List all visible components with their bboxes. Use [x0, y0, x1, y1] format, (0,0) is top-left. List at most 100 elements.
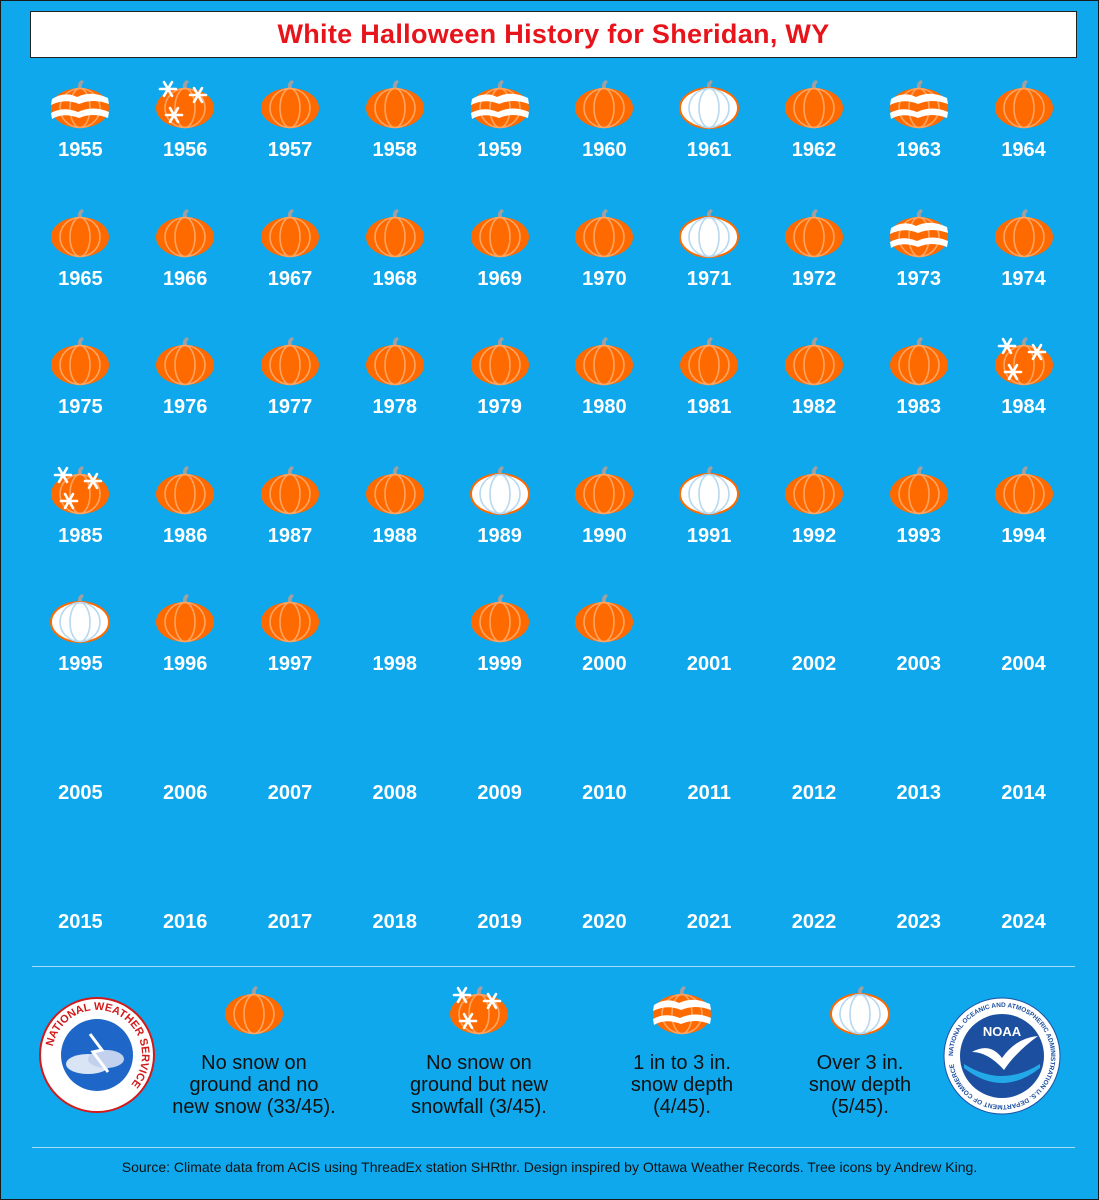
year-label: 1984	[1001, 396, 1046, 419]
year-label: 1972	[791, 267, 837, 290]
year-label: 1996	[162, 653, 208, 676]
empty-icon-slot	[887, 586, 951, 650]
year-label: 1979	[477, 396, 522, 419]
pumpkin-icon	[677, 329, 741, 393]
year-label: 1962	[791, 139, 837, 161]
pumpkin-icon	[363, 201, 427, 265]
empty-icon-slot	[677, 844, 741, 908]
year-label: 1982	[791, 396, 837, 419]
year-label: 2022	[791, 910, 837, 933]
year-label: 1976	[162, 396, 208, 419]
year-label: 1987	[267, 524, 313, 547]
pumpkin-icon	[48, 201, 112, 265]
year-cell-1991: 1991	[657, 458, 762, 587]
pumpkin-snow-stripes-icon	[650, 978, 714, 1042]
year-cell-2017: 2017	[238, 844, 343, 973]
empty-icon-slot	[153, 844, 217, 908]
pumpkin-snowflakes-icon	[992, 329, 1056, 393]
year-label: 2016	[162, 910, 208, 933]
pumpkin-icon	[258, 201, 322, 265]
year-cell-1995: 1995	[28, 586, 133, 715]
year-label: 2006	[162, 781, 208, 804]
year-label: 2012	[791, 781, 837, 804]
empty-icon-slot	[363, 844, 427, 908]
year-cell-1990: 1990	[552, 458, 657, 587]
year-cell-1957: 1957	[238, 72, 343, 201]
year-label: 2007	[267, 781, 313, 804]
pumpkin-icon	[782, 458, 846, 522]
year-cell-1981: 1981	[657, 329, 762, 458]
legend-deep-label: Over 3 in. snow depth (5/45).	[808, 1052, 912, 1118]
year-cell-2022: 2022	[762, 844, 867, 973]
year-label: 1977	[267, 396, 313, 419]
year-cell-1992: 1992	[762, 458, 867, 587]
empty-icon-slot	[363, 715, 427, 779]
empty-icon-slot	[992, 715, 1056, 779]
year-label: 2021	[686, 910, 732, 933]
year-label: 1993	[896, 524, 942, 547]
year-cell-2014: 2014	[971, 715, 1076, 844]
white-pumpkin-icon	[468, 458, 532, 522]
empty-icon-slot	[572, 715, 636, 779]
year-cell-1987: 1987	[238, 458, 343, 587]
year-label: 1992	[791, 524, 837, 547]
white-pumpkin-icon	[677, 458, 741, 522]
pumpkin-icon	[48, 329, 112, 393]
year-label: 1983	[896, 396, 942, 419]
year-cell-2024: 2024	[971, 844, 1076, 973]
year-label: 1968	[372, 267, 418, 290]
year-cell-1972: 1972	[762, 201, 867, 330]
year-label: 2008	[372, 781, 418, 804]
pumpkin-icon	[887, 458, 951, 522]
empty-icon-slot	[258, 715, 322, 779]
pumpkin-icon	[887, 329, 951, 393]
year-cell-1988: 1988	[342, 458, 447, 587]
pumpkin-icon	[572, 72, 636, 136]
year-label: 1967	[267, 267, 313, 290]
year-cell-2015: 2015	[28, 844, 133, 973]
year-cell-1967: 1967	[238, 201, 343, 330]
year-cell-1976: 1976	[133, 329, 238, 458]
year-label: 1978	[372, 396, 418, 419]
empty-icon-slot	[782, 715, 846, 779]
year-label: 1955	[58, 139, 103, 161]
pumpkin-icon	[572, 201, 636, 265]
year-cell-1960: 1960	[552, 72, 657, 201]
white-pumpkin-icon	[828, 978, 892, 1042]
year-label: 1957	[267, 139, 313, 161]
pumpkin-icon	[258, 72, 322, 136]
year-cell-2018: 2018	[342, 844, 447, 973]
year-cell-1978: 1978	[342, 329, 447, 458]
year-label: 2017	[267, 910, 313, 933]
year-label: 1988	[372, 524, 418, 547]
year-label: 1989	[477, 524, 522, 547]
pumpkin-icon	[992, 72, 1056, 136]
year-label: 2023	[896, 910, 942, 933]
year-cell-2019: 2019	[447, 844, 552, 973]
empty-icon-slot	[677, 715, 741, 779]
legend-new-label: No snow on ground but new snowfall (3/45).	[410, 1052, 548, 1118]
year-label: 1973	[896, 267, 942, 290]
empty-icon-slot	[48, 715, 112, 779]
pumpkin-icon	[572, 586, 636, 650]
year-cell-2021: 2021	[657, 844, 762, 973]
empty-icon-slot	[153, 715, 217, 779]
year-label: 1966	[162, 267, 208, 290]
legend-none-label: No snow on ground and no new snow (33/45).	[172, 1052, 336, 1118]
year-label: 2024	[1001, 910, 1046, 933]
legend-deep: Over 3 in. snow depth (5/45).	[760, 978, 960, 1118]
empty-icon-slot	[258, 844, 322, 908]
source-note: Source: Climate data from ACIS using Thr…	[121, 1159, 978, 1175]
noaa-logo: NOAA NATIONAL OCEANIC AND ATMOSPHERIC AD…	[943, 997, 1061, 1115]
white-pumpkin-icon	[677, 201, 741, 265]
year-cell-1959: 1959	[447, 72, 552, 201]
year-cell-1979: 1979	[447, 329, 552, 458]
year-label: 1995	[58, 653, 103, 676]
year-cell-2020: 2020	[552, 844, 657, 973]
year-label: 1994	[1001, 524, 1046, 547]
pumpkin-icon	[468, 586, 532, 650]
year-cell-1973: 1973	[866, 201, 971, 330]
year-label: 1981	[686, 396, 732, 419]
year-label: 1974	[1001, 267, 1046, 290]
year-label: 2004	[1001, 653, 1046, 676]
